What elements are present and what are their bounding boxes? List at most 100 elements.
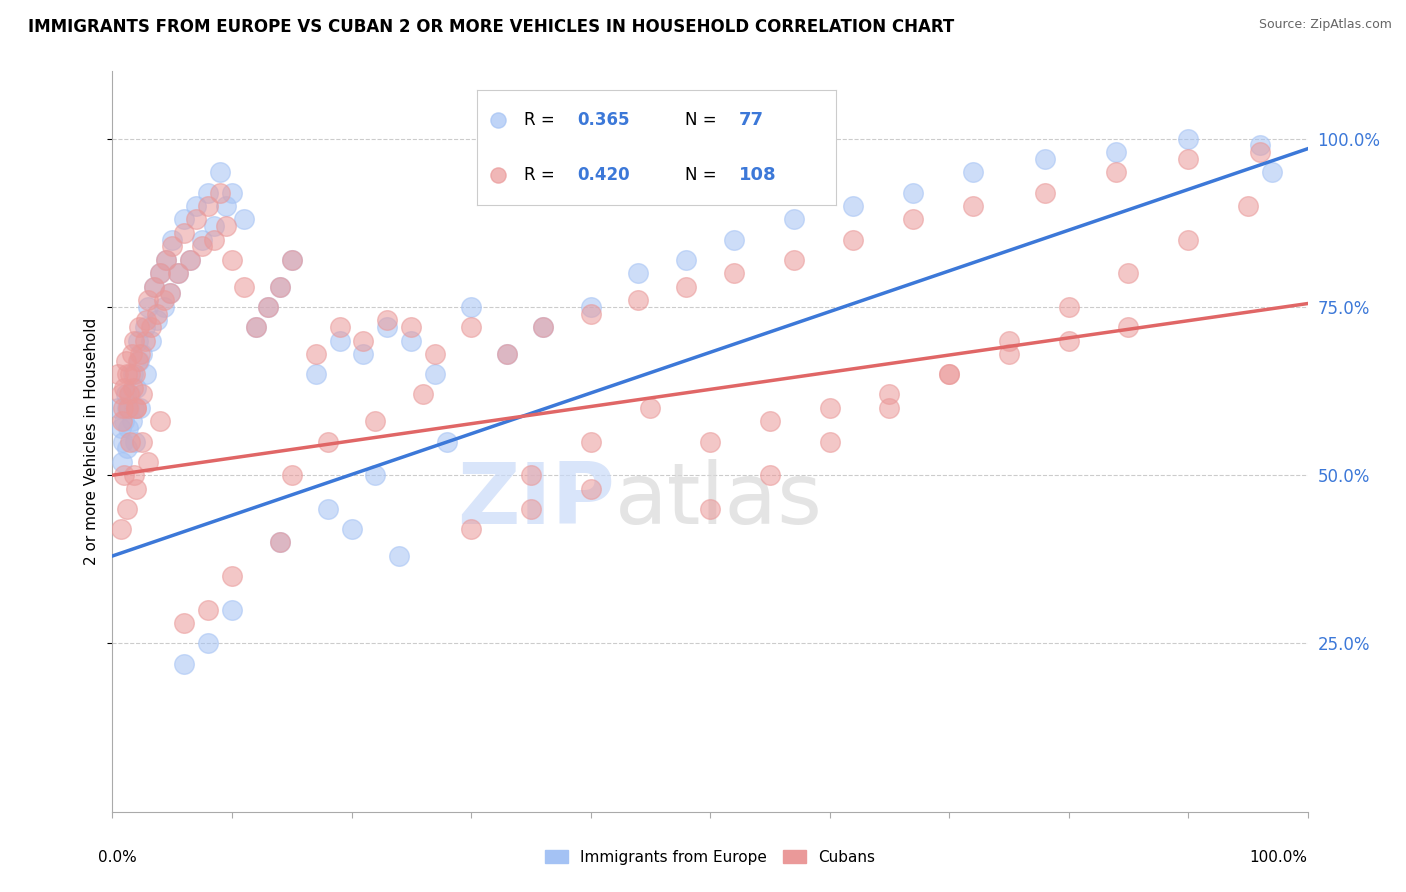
Point (179, 252, 201, 267)
Point (842, 233, 865, 247)
Point (1057, 334, 1080, 348)
Point (131, 347, 153, 361)
Point (197, 186, 219, 200)
Point (329, 320, 352, 334)
Point (120, 434, 142, 449)
Point (579, 307, 602, 321)
Point (179, 252, 201, 267)
Point (520, 501, 543, 516)
Point (149, 414, 172, 428)
Point (759, 414, 782, 428)
Point (269, 535, 291, 549)
Point (782, 212, 804, 227)
Point (173, 226, 195, 240)
Point (425, 368, 447, 382)
Point (938, 368, 960, 382)
Point (782, 252, 804, 267)
Point (903, 186, 925, 200)
Point (579, 482, 602, 496)
Point (531, 320, 554, 334)
Point (257, 300, 280, 314)
Point (209, 186, 232, 200)
Point (1177, 233, 1199, 247)
Legend: Immigrants from Europe, Cubans: Immigrants from Europe, Cubans (540, 844, 880, 871)
Point (401, 320, 423, 334)
Point (153, 300, 176, 314)
Point (138, 455, 160, 469)
Point (879, 387, 901, 401)
Point (167, 266, 190, 280)
Point (340, 522, 363, 536)
Point (114, 381, 135, 395)
Point (173, 657, 195, 671)
Point (114, 353, 136, 368)
Point (134, 334, 156, 348)
Point (723, 266, 745, 280)
Point (1177, 131, 1199, 145)
Point (1261, 165, 1284, 179)
Point (153, 293, 176, 308)
Point (125, 381, 148, 395)
Point (436, 434, 458, 449)
Point (114, 387, 136, 401)
Point (364, 468, 387, 483)
Point (111, 414, 134, 428)
Point (460, 320, 482, 334)
Point (675, 252, 697, 267)
Point (155, 252, 177, 267)
Point (281, 252, 304, 267)
Point (115, 401, 138, 415)
Point (128, 320, 150, 334)
Point (1105, 145, 1128, 160)
Point (145, 313, 167, 327)
Point (112, 434, 135, 449)
Point (129, 347, 152, 361)
Point (159, 286, 181, 301)
Point (122, 334, 145, 348)
Point (191, 233, 214, 247)
Point (124, 368, 146, 382)
Point (155, 252, 177, 267)
Point (675, 279, 697, 293)
Point (723, 233, 745, 247)
Point (162, 239, 183, 253)
Point (115, 501, 138, 516)
Point (938, 368, 960, 382)
Point (245, 320, 267, 334)
Point (138, 293, 160, 308)
Point (1105, 165, 1128, 179)
Point (145, 307, 167, 321)
Point (127, 353, 149, 368)
Point (962, 199, 984, 213)
Point (125, 482, 148, 496)
Point (215, 219, 238, 234)
Text: ZIP: ZIP (457, 459, 614, 542)
Text: Source: ZipAtlas.com: Source: ZipAtlas.com (1258, 18, 1392, 31)
Point (496, 347, 519, 361)
Point (114, 468, 135, 483)
Text: IMMIGRANTS FROM EUROPE VS CUBAN 2 OR MORE VEHICLES IN HOUSEHOLD CORRELATION CHAR: IMMIGRANTS FROM EUROPE VS CUBAN 2 OR MOR… (28, 18, 955, 36)
Point (305, 368, 328, 382)
Point (221, 186, 243, 200)
Point (209, 165, 232, 179)
Point (139, 320, 162, 334)
Point (842, 199, 865, 213)
Point (1237, 199, 1260, 213)
Point (118, 387, 141, 401)
Point (520, 468, 543, 483)
Point (125, 401, 148, 415)
Point (143, 279, 166, 293)
Point (1249, 145, 1271, 160)
Point (627, 266, 650, 280)
Point (879, 401, 901, 415)
Point (759, 468, 782, 483)
Point (233, 279, 256, 293)
Point (281, 252, 304, 267)
Text: 100.0%: 100.0% (1250, 850, 1308, 865)
Point (388, 549, 411, 563)
Point (531, 320, 554, 334)
Point (1249, 138, 1271, 153)
Point (699, 434, 721, 449)
Point (998, 347, 1021, 361)
Point (197, 199, 219, 213)
